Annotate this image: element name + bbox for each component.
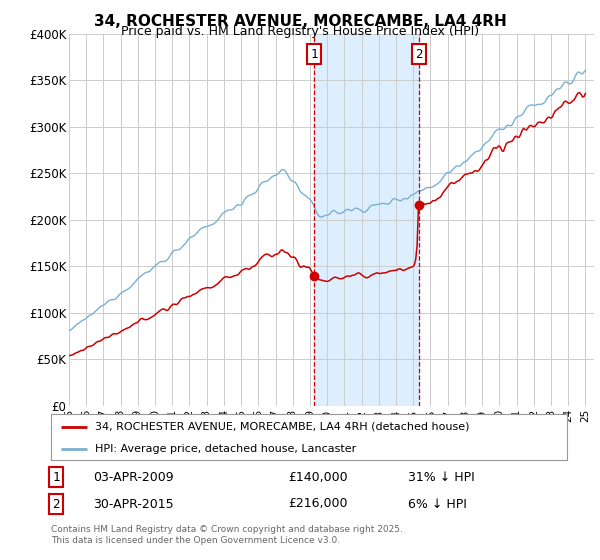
Text: 2: 2 <box>52 497 59 511</box>
Text: £216,000: £216,000 <box>288 497 347 511</box>
Text: 34, ROCHESTER AVENUE, MORECAMBE, LA4 4RH: 34, ROCHESTER AVENUE, MORECAMBE, LA4 4RH <box>94 14 506 29</box>
Text: Contains HM Land Registry data © Crown copyright and database right 2025.
This d: Contains HM Land Registry data © Crown c… <box>51 525 403 545</box>
Text: 30-APR-2015: 30-APR-2015 <box>93 497 173 511</box>
Bar <box>314 34 419 406</box>
Text: 1: 1 <box>52 470 59 484</box>
Text: 31% ↓ HPI: 31% ↓ HPI <box>408 470 475 484</box>
Text: 6% ↓ HPI: 6% ↓ HPI <box>408 497 467 511</box>
Text: 03-APR-2009: 03-APR-2009 <box>93 470 173 484</box>
Text: Price paid vs. HM Land Registry's House Price Index (HPI): Price paid vs. HM Land Registry's House … <box>121 25 479 38</box>
Text: £140,000: £140,000 <box>288 470 347 484</box>
Text: 2: 2 <box>415 48 422 60</box>
Text: 1: 1 <box>311 48 318 60</box>
Text: HPI: Average price, detached house, Lancaster: HPI: Average price, detached house, Lanc… <box>95 444 356 454</box>
Text: 34, ROCHESTER AVENUE, MORECAMBE, LA4 4RH (detached house): 34, ROCHESTER AVENUE, MORECAMBE, LA4 4RH… <box>95 422 469 432</box>
